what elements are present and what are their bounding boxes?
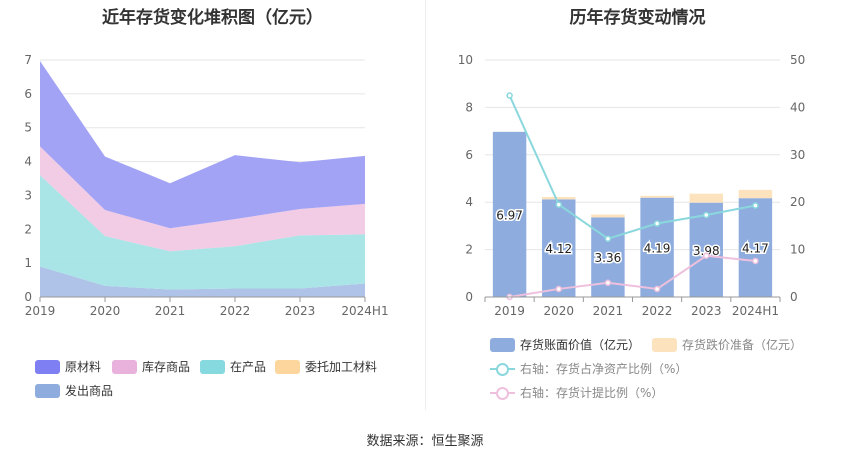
right-y2-tick-label: 30 bbox=[790, 148, 805, 162]
legend-label: 委托加工材料 bbox=[305, 360, 378, 374]
legend-label: 库存商品 bbox=[142, 360, 191, 374]
bar-data-label: 3.36 bbox=[595, 251, 622, 265]
right-y2-tick-label: 10 bbox=[790, 243, 805, 257]
area-series-原材料 bbox=[40, 61, 365, 229]
line-右轴：存货占净资产比例（%） bbox=[508, 95, 756, 240]
point-右轴：存货占净资产比例（%） bbox=[752, 202, 759, 209]
left-x-tick-label: 2022 bbox=[220, 304, 251, 318]
legend-swatch bbox=[490, 337, 515, 352]
point-右轴：存货占净资产比例（%） bbox=[703, 211, 710, 219]
right-x-tick-label: 2021 bbox=[593, 304, 624, 318]
legend-label: 发出商品 bbox=[65, 384, 114, 398]
area-series-库存商品 bbox=[40, 146, 365, 252]
right-y-tick-label: 6 bbox=[465, 148, 473, 162]
bar-存货跌价准备（亿元） bbox=[689, 193, 723, 203]
area-series-发出商品 bbox=[40, 266, 365, 297]
right-y-tick-label: 8 bbox=[465, 100, 473, 114]
point-右轴：存货占净资产比例（%） bbox=[653, 220, 661, 227]
left-x-tick-label: 2020 bbox=[90, 304, 121, 318]
legend-item-原材料[interactable]: 原材料 bbox=[35, 358, 101, 375]
legend-swatch bbox=[35, 383, 60, 398]
right-y2-tick-label: 20 bbox=[790, 195, 805, 209]
legend-swatch bbox=[200, 359, 225, 374]
legend-label: 存货跌价准备（亿元） bbox=[682, 338, 803, 352]
legend-label: 右轴：存货占净资产比例（%） bbox=[520, 362, 688, 376]
legend-label: 在产品 bbox=[230, 360, 267, 374]
left-x-tick-label: 2023 bbox=[285, 304, 316, 318]
legend-swatch bbox=[275, 359, 300, 374]
left-chart-title: 近年存货变化堆积图（亿元） bbox=[102, 8, 323, 28]
bar-data-label: 4.12 bbox=[545, 242, 572, 256]
right-y-tick-label: 4 bbox=[465, 195, 473, 209]
bar-存货账面价值（亿元） bbox=[542, 199, 576, 297]
left-y-tick-label: 1 bbox=[24, 256, 32, 270]
area-series-在产品 bbox=[40, 175, 365, 290]
legend-item-存货跌价准备（亿元）[interactable]: 存货跌价准备（亿元） bbox=[652, 336, 802, 353]
legend-item-右轴：存货占净资产比例（%）[interactable]: 右轴：存货占净资产比例（%） bbox=[490, 360, 687, 377]
bar-data-label: 3.98 bbox=[693, 244, 720, 258]
legend-label: 原材料 bbox=[65, 360, 102, 374]
right-y2-tick-label: 40 bbox=[790, 100, 805, 114]
left-y-tick-label: 5 bbox=[24, 121, 32, 135]
legend-swatch bbox=[490, 362, 515, 376]
left-y-tick-label: 3 bbox=[24, 188, 32, 202]
panel-divider bbox=[425, 0, 426, 410]
point-右轴：存货计提比例（%） bbox=[703, 252, 710, 260]
bar-data-label: 6.97 bbox=[496, 208, 523, 222]
left-y-tick-label: 4 bbox=[24, 155, 32, 169]
legend-swatch bbox=[35, 359, 60, 374]
legend-label: 存货账面价值（亿元） bbox=[520, 338, 641, 352]
left-x-tick-label: 2019 bbox=[25, 304, 56, 318]
left-y-tick-label: 0 bbox=[24, 290, 32, 304]
point-右轴：存货计提比例（%） bbox=[653, 285, 661, 293]
right-x-tick-label: 2022 bbox=[642, 304, 673, 318]
right-x-tick-label: 2019 bbox=[494, 304, 525, 318]
right-x-tick-label: 2020 bbox=[543, 304, 574, 318]
bar-存货跌价准备（亿元） bbox=[738, 189, 773, 199]
right-chart-title: 历年存货变动情况 bbox=[569, 8, 706, 28]
right-y-tick-label: 10 bbox=[458, 53, 473, 67]
left-x-tick-label: 2024H1 bbox=[341, 304, 388, 318]
point-右轴：存货计提比例（%） bbox=[752, 257, 759, 265]
bar-存货跌价准备（亿元） bbox=[640, 195, 674, 198]
right-y-tick-label: 2 bbox=[465, 243, 473, 257]
point-右轴：存货占净资产比例（%） bbox=[555, 201, 562, 208]
left-y-tick-label: 6 bbox=[24, 87, 32, 101]
legend-label: 右轴：存货计提比例（%） bbox=[520, 386, 664, 400]
right-x-tick-label: 2023 bbox=[691, 304, 722, 318]
right-y-tick-label: 0 bbox=[465, 290, 473, 304]
point-右轴：存货占净资产比例（%） bbox=[506, 92, 513, 99]
bar-存货账面价值（亿元） bbox=[689, 202, 723, 297]
bar-存货跌价准备（亿元） bbox=[542, 196, 576, 200]
point-右轴：存货计提比例（%） bbox=[604, 279, 612, 287]
point-右轴：存货占净资产比例（%） bbox=[604, 235, 612, 242]
legend-swatch bbox=[112, 359, 137, 374]
bar-data-label: 4.17 bbox=[742, 242, 769, 256]
legend-item-发出商品[interactable]: 发出商品 bbox=[35, 382, 113, 399]
line-右轴：存货计提比例（%） bbox=[509, 254, 756, 298]
legend-swatch bbox=[652, 337, 677, 352]
legend-item-库存商品[interactable]: 库存商品 bbox=[112, 358, 190, 375]
left-y-tick-label: 7 bbox=[24, 53, 32, 67]
legend-swatch bbox=[490, 386, 515, 400]
bar-存货账面价值（亿元） bbox=[738, 198, 773, 297]
right-y2-tick-label: 0 bbox=[790, 290, 798, 304]
left-y-tick-label: 2 bbox=[24, 222, 32, 236]
legend-item-存货账面价值（亿元）[interactable]: 存货账面价值（亿元） bbox=[490, 336, 640, 353]
data-source-note: 数据来源：恒生聚源 bbox=[366, 434, 484, 449]
left-x-tick-label: 2021 bbox=[155, 304, 186, 318]
legend-item-右轴：存货计提比例（%）[interactable]: 右轴：存货计提比例（%） bbox=[490, 384, 663, 401]
legend-item-委托加工材料[interactable]: 委托加工材料 bbox=[275, 358, 377, 375]
point-右轴：存货计提比例（%） bbox=[555, 285, 562, 293]
bar-data-label: 4.19 bbox=[644, 241, 671, 255]
bar-存货账面价值（亿元） bbox=[492, 131, 527, 297]
legend-item-在产品[interactable]: 在产品 bbox=[200, 358, 266, 375]
bar-存货跌价准备（亿元） bbox=[591, 214, 625, 218]
right-y2-tick-label: 50 bbox=[790, 53, 805, 67]
right-x-tick-label: 2024H1 bbox=[732, 304, 779, 318]
